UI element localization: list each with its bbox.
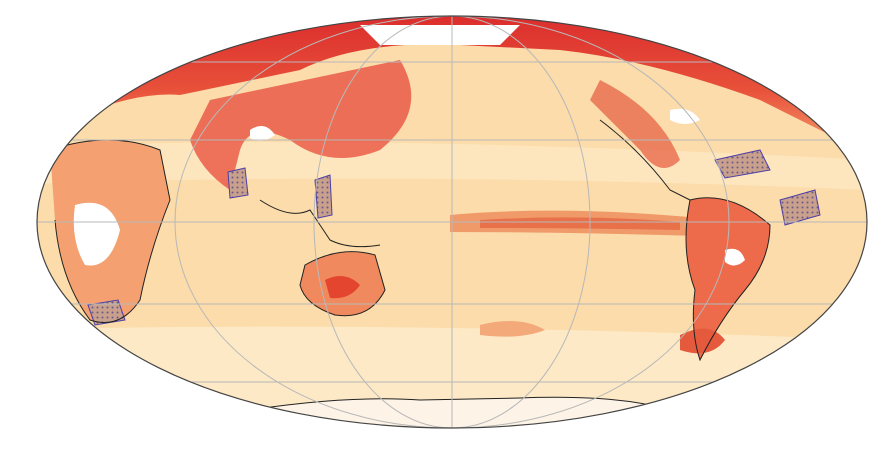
graticule xyxy=(37,16,867,428)
hatched-area xyxy=(714,149,771,179)
coastline xyxy=(49,139,171,323)
hatched-area xyxy=(227,167,249,199)
antarctica xyxy=(239,396,661,428)
hatched-area xyxy=(779,189,821,226)
no-data xyxy=(360,25,520,45)
south-pacific-patch xyxy=(480,321,545,337)
coastline xyxy=(685,197,771,362)
no-data xyxy=(725,248,745,266)
equatorial-core xyxy=(480,217,680,230)
coastline xyxy=(599,119,691,201)
coastline xyxy=(259,199,381,248)
australia-core xyxy=(325,276,360,299)
asia-warming xyxy=(190,60,412,190)
hatched-area xyxy=(87,299,126,326)
south-america xyxy=(686,197,770,360)
southern-pale xyxy=(37,326,867,428)
coastlines xyxy=(49,119,771,362)
hatched-area xyxy=(314,174,333,219)
coastline xyxy=(299,251,386,317)
no-data xyxy=(73,202,120,266)
north-america-warming xyxy=(590,80,680,168)
no-data xyxy=(250,126,275,141)
globe-outline xyxy=(36,15,868,429)
